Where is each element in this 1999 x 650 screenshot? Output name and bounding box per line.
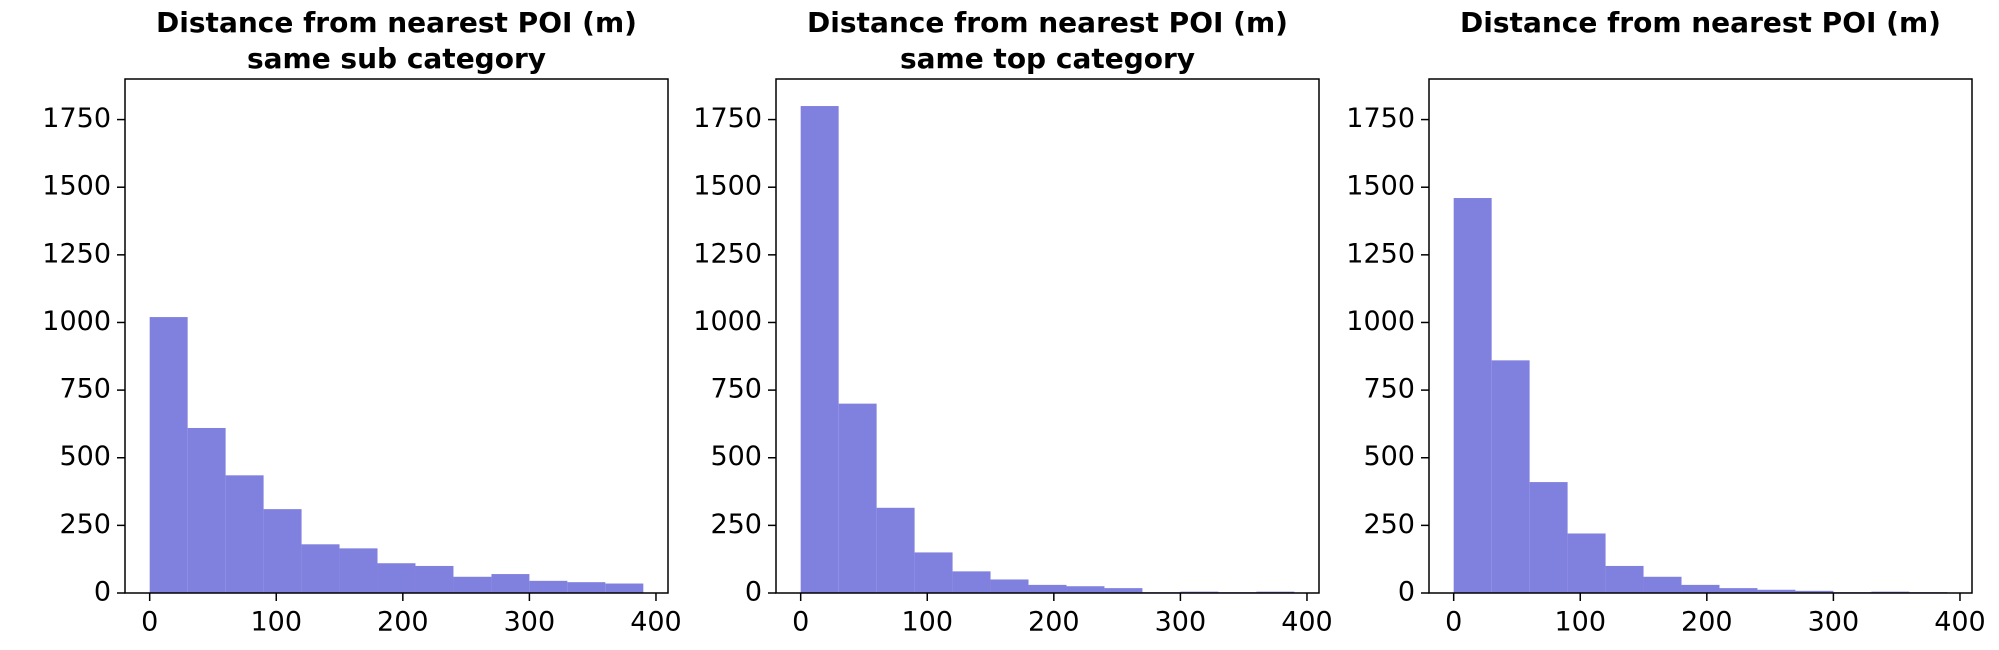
bar — [838, 403, 877, 593]
y-tick-label: 0 — [1398, 577, 1415, 608]
bar — [1605, 565, 1644, 593]
y-tick-label: 0 — [94, 577, 111, 608]
bar — [1643, 576, 1682, 593]
bar — [1719, 588, 1758, 593]
axes-frame — [124, 78, 669, 594]
y-tick-label: 1000 — [693, 306, 762, 337]
axes-frame — [775, 78, 1320, 594]
x-tick-label: 100 — [1554, 607, 1606, 638]
bar — [1066, 586, 1105, 593]
y-tick-label: 1500 — [693, 171, 762, 202]
x-tick-label: 0 — [1445, 607, 1462, 638]
x-tick-label: 400 — [630, 607, 682, 638]
bar — [1491, 360, 1530, 593]
y-tick-label: 500 — [59, 441, 111, 472]
chart-title: same top category — [900, 42, 1195, 75]
bar — [1028, 584, 1067, 593]
bar — [876, 507, 915, 593]
y-tick-label: 1250 — [42, 238, 111, 269]
x-tick-label: 0 — [792, 607, 809, 638]
y-tick-label: 1500 — [42, 171, 111, 202]
y-tick-label: 1750 — [693, 103, 762, 134]
x-tick-label: 200 — [377, 607, 429, 638]
chart-title: Distance from nearest POI (m) — [1460, 6, 1941, 39]
y-tick-label: 0 — [745, 577, 762, 608]
bar — [1795, 590, 1834, 593]
y-tick-label: 1250 — [693, 238, 762, 269]
bar — [187, 427, 226, 593]
y-tick-label: 750 — [1363, 374, 1415, 405]
bar — [491, 574, 530, 593]
y-tick-label: 500 — [710, 441, 762, 472]
x-tick-label: 400 — [1934, 607, 1986, 638]
x-tick-label: 100 — [901, 607, 953, 638]
x-tick-label: 0 — [141, 607, 158, 638]
chart-title: same sub category — [247, 42, 546, 75]
x-tick-label: 400 — [1281, 607, 1333, 638]
x-tick-label: 300 — [504, 607, 556, 638]
x-tick-label: 200 — [1028, 607, 1080, 638]
y-tick-label: 1000 — [42, 306, 111, 337]
bar — [1104, 588, 1143, 593]
x-tick-label: 200 — [1681, 607, 1733, 638]
bar — [301, 544, 340, 593]
y-tick-label: 1750 — [42, 103, 111, 134]
bar — [1681, 584, 1720, 593]
bar — [1757, 589, 1796, 593]
bar — [990, 579, 1029, 593]
bar — [1567, 533, 1606, 593]
x-tick-label: 100 — [250, 607, 302, 638]
bar — [1529, 482, 1568, 593]
y-tick-label: 500 — [1363, 441, 1415, 472]
bar — [339, 548, 378, 593]
y-tick-label: 250 — [1363, 509, 1415, 540]
x-tick-label: 300 — [1808, 607, 1860, 638]
bar — [567, 582, 606, 593]
bar — [800, 106, 839, 593]
bar — [377, 563, 416, 593]
bar — [263, 509, 302, 593]
y-tick-label: 250 — [59, 509, 111, 540]
bar — [149, 317, 188, 593]
bar — [914, 552, 953, 593]
y-tick-label: 750 — [710, 374, 762, 405]
y-tick-label: 250 — [710, 509, 762, 540]
chart-title: Distance from nearest POI (m) — [156, 6, 637, 39]
y-tick-label: 1750 — [1346, 103, 1415, 134]
bar — [1453, 198, 1492, 593]
chart-title: Distance from nearest POI (m) — [807, 6, 1288, 39]
axes-frame — [1428, 78, 1973, 594]
y-tick-label: 1250 — [1346, 238, 1415, 269]
bar — [415, 565, 454, 593]
y-tick-label: 750 — [59, 374, 111, 405]
bar — [529, 580, 568, 593]
bar — [952, 571, 991, 593]
y-tick-label: 1500 — [1346, 171, 1415, 202]
x-tick-label: 300 — [1155, 607, 1207, 638]
bar — [453, 576, 492, 593]
y-tick-label: 1000 — [1346, 306, 1415, 337]
bar — [225, 475, 264, 593]
bar — [605, 583, 644, 593]
